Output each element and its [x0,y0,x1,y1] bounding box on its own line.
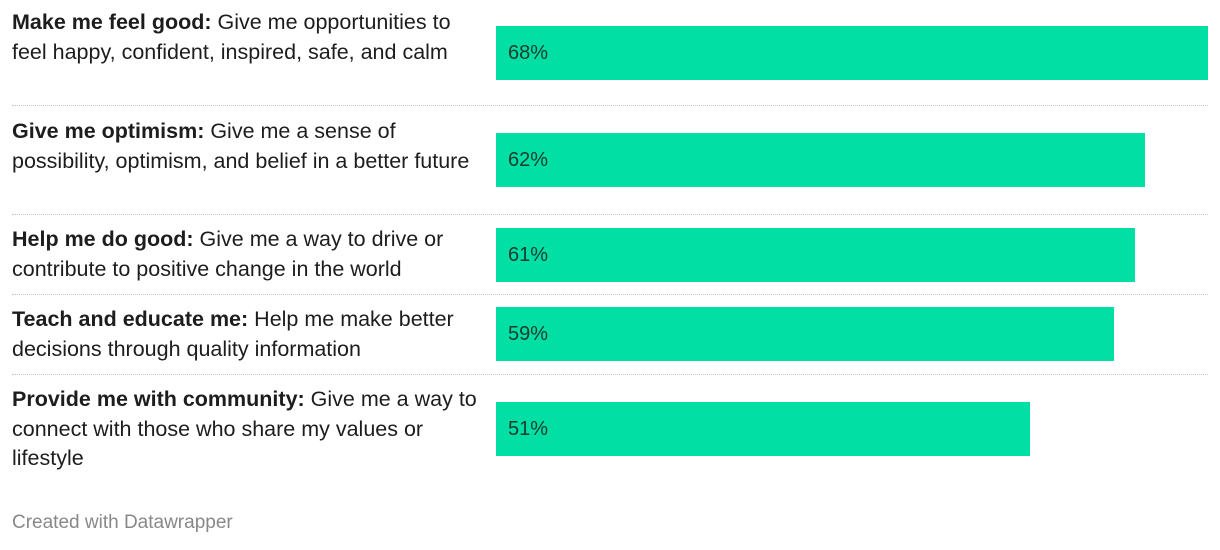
category-title: Make me feel good: [12,10,212,34]
category-description: Give me a way to connect with those who … [12,387,477,470]
value-label: 68% [508,42,549,64]
bar [496,133,1145,187]
value-label: 51% [508,418,549,440]
category-description: Give me a sense of possibility, optimism… [12,119,470,173]
category-label: Help me do good: Give me a way to drive … [12,225,488,284]
row-separator [12,214,1208,215]
value-label: 62% [508,149,549,171]
category-title: Teach and educate me: [12,307,249,331]
datawrapper-credit[interactable]: Created with Datawrapper [12,512,233,533]
bar [496,307,1114,361]
category-label: Provide me with community: Give me a way… [12,385,488,474]
bar [496,26,1208,80]
value-label: 59% [508,323,549,345]
category-description: Give me a way to drive or contribute to … [12,227,444,281]
category-description: Help me make better decisions through qu… [12,307,454,361]
category-description: Give me opportunities to feel happy, con… [12,10,451,64]
category-title: Provide me with community: [12,387,305,411]
category-title: Help me do good: [12,227,194,251]
bar [496,228,1135,282]
row-separator [12,105,1208,106]
row-separator [12,294,1208,295]
category-label: Give me optimism: Give me a sense of pos… [12,117,488,176]
category-label: Make me feel good: Give me opportunities… [12,8,488,67]
bar [496,402,1030,456]
category-title: Give me optimism: [12,119,205,143]
value-label: 61% [508,244,549,266]
category-label: Teach and educate me: Help me make bette… [12,305,488,364]
row-separator [12,374,1208,375]
